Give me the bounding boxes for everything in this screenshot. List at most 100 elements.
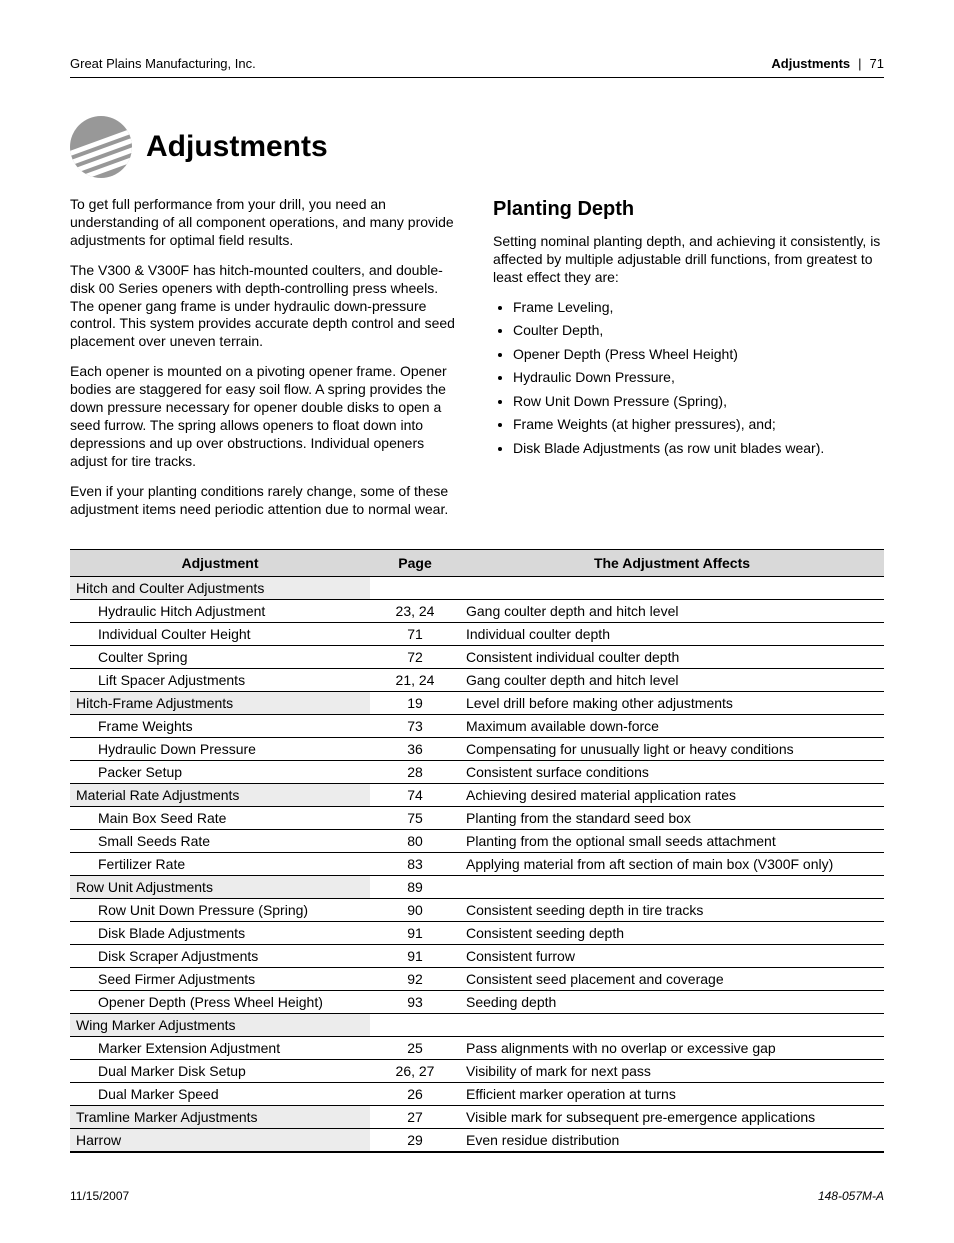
table-row: Seed Firmer Adjustments92Consistent seed…	[70, 967, 884, 990]
table-row: Row Unit Down Pressure (Spring)90Consist…	[70, 898, 884, 921]
table-row: Individual Coulter Height71Individual co…	[70, 622, 884, 645]
table-row: Coulter Spring72Consistent individual co…	[70, 645, 884, 668]
cell-page: 19	[370, 691, 460, 714]
planting-depth-list: Frame Leveling, Coulter Depth, Opener De…	[493, 299, 884, 458]
cell-page: 75	[370, 806, 460, 829]
cell-page: 91	[370, 944, 460, 967]
cell-affects: Consistent seed placement and coverage	[460, 967, 884, 990]
table-header-row: Adjustment Page The Adjustment Affects	[70, 549, 884, 576]
page-footer: 11/15/2007 148-057M-A	[70, 1189, 884, 1203]
cell-affects: Efficient marker operation at turns	[460, 1082, 884, 1105]
table-row: Hydraulic Down Pressure36Compensating fo…	[70, 737, 884, 760]
cell-page	[370, 576, 460, 599]
cell-adjustment: Lift Spacer Adjustments	[70, 668, 370, 691]
cell-page: 72	[370, 645, 460, 668]
cell-affects: Consistent furrow	[460, 944, 884, 967]
table-row: Main Box Seed Rate75Planting from the st…	[70, 806, 884, 829]
list-item: Opener Depth (Press Wheel Height)	[513, 346, 884, 364]
left-column: To get full performance from your drill,…	[70, 196, 461, 531]
header-right: Adjustments | 71	[771, 56, 884, 71]
cell-page: 26	[370, 1082, 460, 1105]
table-row: Wing Marker Adjustments	[70, 1013, 884, 1036]
cell-page: 71	[370, 622, 460, 645]
header-page-number: 71	[870, 56, 884, 71]
page: Great Plains Manufacturing, Inc. Adjustm…	[0, 0, 954, 1243]
cell-page: 91	[370, 921, 460, 944]
list-item: Coulter Depth,	[513, 322, 884, 340]
cell-adjustment: Hydraulic Down Pressure	[70, 737, 370, 760]
header-company: Great Plains Manufacturing, Inc.	[70, 56, 256, 71]
cell-adjustment: Hitch and Coulter Adjustments	[70, 576, 370, 599]
table-row: Fertilizer Rate83Applying material from …	[70, 852, 884, 875]
cell-adjustment: Opener Depth (Press Wheel Height)	[70, 990, 370, 1013]
header-separator: |	[858, 56, 861, 71]
cell-affects: Maximum available down-force	[460, 714, 884, 737]
cell-adjustment: Individual Coulter Height	[70, 622, 370, 645]
col-header-page: Page	[370, 549, 460, 576]
cell-adjustment: Main Box Seed Rate	[70, 806, 370, 829]
cell-affects	[460, 1013, 884, 1036]
intro-paragraph: Even if your planting conditions rarely …	[70, 483, 461, 519]
col-header-adjustment: Adjustment	[70, 549, 370, 576]
cell-page: 28	[370, 760, 460, 783]
two-column-body: To get full performance from your drill,…	[70, 196, 884, 531]
header-section: Adjustments	[771, 56, 850, 71]
table-row: Marker Extension Adjustment25Pass alignm…	[70, 1036, 884, 1059]
cell-adjustment: Coulter Spring	[70, 645, 370, 668]
cell-page: 83	[370, 852, 460, 875]
right-column: Planting Depth Setting nominal planting …	[493, 196, 884, 531]
cell-adjustment: Seed Firmer Adjustments	[70, 967, 370, 990]
cell-page: 93	[370, 990, 460, 1013]
cell-affects: Pass alignments with no overlap or exces…	[460, 1036, 884, 1059]
cell-affects: Individual coulter depth	[460, 622, 884, 645]
cell-adjustment: Dual Marker Speed	[70, 1082, 370, 1105]
cell-adjustment: Disk Scraper Adjustments	[70, 944, 370, 967]
cell-page: 89	[370, 875, 460, 898]
adjustments-table: Adjustment Page The Adjustment Affects H…	[70, 549, 884, 1153]
cell-adjustment: Frame Weights	[70, 714, 370, 737]
list-item: Disk Blade Adjustments (as row unit blad…	[513, 440, 884, 458]
cell-adjustment: Wing Marker Adjustments	[70, 1013, 370, 1036]
cell-page: 27	[370, 1105, 460, 1128]
cell-affects: Planting from the standard seed box	[460, 806, 884, 829]
table-row: Packer Setup28Consistent surface conditi…	[70, 760, 884, 783]
list-item: Frame Weights (at higher pressures), and…	[513, 416, 884, 434]
cell-adjustment: Row Unit Adjustments	[70, 875, 370, 898]
cell-page: 23, 24	[370, 599, 460, 622]
list-item: Frame Leveling,	[513, 299, 884, 317]
cell-affects: Planting from the optional small seeds a…	[460, 829, 884, 852]
cell-affects: Gang coulter depth and hitch level	[460, 668, 884, 691]
cell-affects: Visible mark for subsequent pre-emergenc…	[460, 1105, 884, 1128]
table-row: Hitch-Frame Adjustments19Level drill bef…	[70, 691, 884, 714]
cell-page: 73	[370, 714, 460, 737]
table-row: Dual Marker Speed26Efficient marker oper…	[70, 1082, 884, 1105]
table-row: Lift Spacer Adjustments21, 24Gang coulte…	[70, 668, 884, 691]
footer-doc-number: 148-057M-A	[818, 1189, 884, 1203]
cell-adjustment: Dual Marker Disk Setup	[70, 1059, 370, 1082]
cell-page: 25	[370, 1036, 460, 1059]
cell-affects: Applying material from aft section of ma…	[460, 852, 884, 875]
cell-adjustment: Fertilizer Rate	[70, 852, 370, 875]
planting-depth-intro: Setting nominal planting depth, and achi…	[493, 233, 884, 287]
cell-adjustment: Material Rate Adjustments	[70, 783, 370, 806]
cell-affects	[460, 875, 884, 898]
cell-adjustment: Marker Extension Adjustment	[70, 1036, 370, 1059]
cell-affects: Consistent individual coulter depth	[460, 645, 884, 668]
cell-page	[370, 1013, 460, 1036]
table-row: Dual Marker Disk Setup26, 27Visibility o…	[70, 1059, 884, 1082]
planting-depth-heading: Planting Depth	[493, 198, 884, 221]
cell-affects: Visibility of mark for next pass	[460, 1059, 884, 1082]
cell-adjustment: Disk Blade Adjustments	[70, 921, 370, 944]
cell-adjustment: Packer Setup	[70, 760, 370, 783]
table-row: Hydraulic Hitch Adjustment23, 24Gang cou…	[70, 599, 884, 622]
table-row: Harrow29Even residue distribution	[70, 1128, 884, 1152]
cell-affects: Consistent seeding depth in tire tracks	[460, 898, 884, 921]
table-row: Frame Weights73Maximum available down-fo…	[70, 714, 884, 737]
table-row: Tramline Marker Adjustments27Visible mar…	[70, 1105, 884, 1128]
cell-page: 92	[370, 967, 460, 990]
cell-adjustment: Tramline Marker Adjustments	[70, 1105, 370, 1128]
table-row: Hitch and Coulter Adjustments	[70, 576, 884, 599]
cell-affects: Compensating for unusually light or heav…	[460, 737, 884, 760]
cell-adjustment: Hydraulic Hitch Adjustment	[70, 599, 370, 622]
cell-adjustment: Small Seeds Rate	[70, 829, 370, 852]
